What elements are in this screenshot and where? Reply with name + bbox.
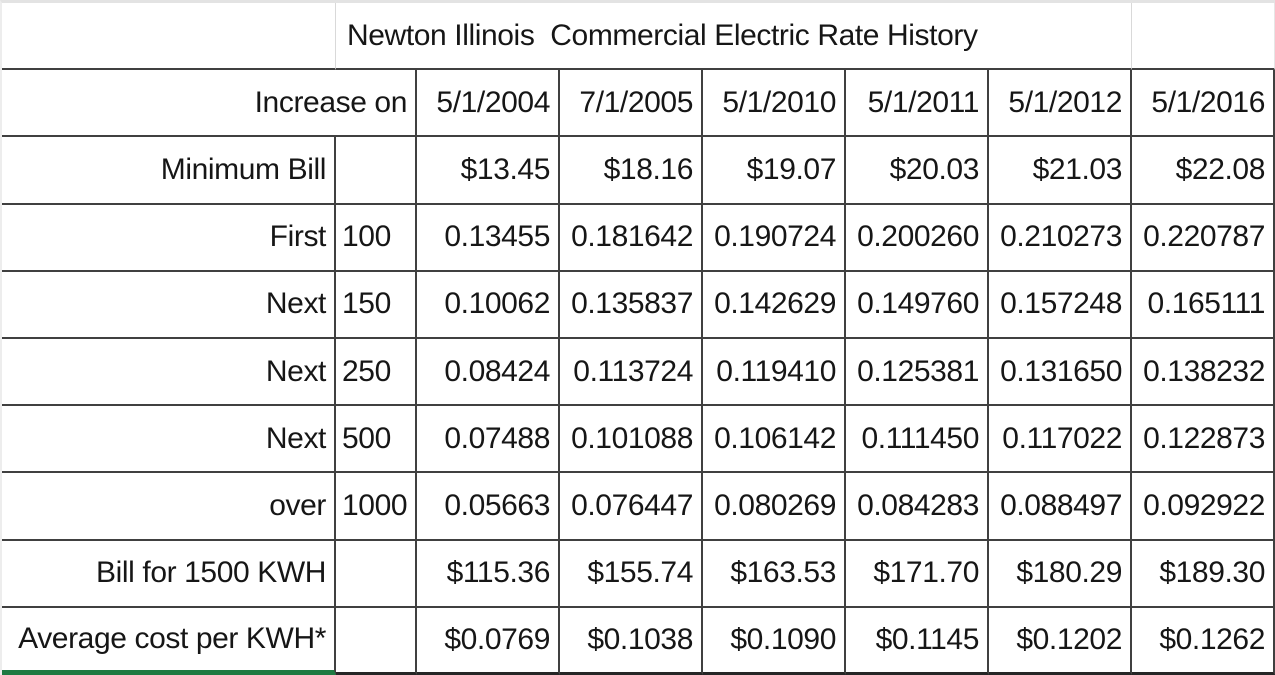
tier-cell[interactable] [336, 540, 417, 608]
value-cell[interactable]: 0.07488 [417, 406, 560, 474]
row-label-cell[interactable]: Bill for 1500 KWH [2, 540, 336, 608]
value-cell[interactable]: 0.084283 [846, 473, 989, 541]
value-cell[interactable]: $171.70 [846, 540, 989, 608]
column-header-date[interactable]: 5/1/2004 [417, 70, 560, 138]
value-cell[interactable]: 0.088497 [989, 473, 1132, 541]
column-header-date[interactable]: 5/1/2011 [846, 70, 989, 138]
tier-cell[interactable]: 250 [336, 338, 417, 407]
tier-cell[interactable]: 100 [336, 204, 417, 272]
value-cell[interactable]: 0.135837 [560, 271, 703, 339]
value-cell[interactable]: $0.1038 [560, 607, 703, 675]
value-cell[interactable]: 0.113724 [560, 338, 703, 407]
table-title[interactable]: Newton Illinois Commercial Electric Rate… [336, 3, 1132, 71]
value-cell[interactable]: 0.165111 [1132, 271, 1275, 339]
tier-cell[interactable]: 150 [336, 271, 417, 339]
value-cell[interactable]: 0.210273 [989, 204, 1132, 272]
value-cell[interactable]: 0.117022 [989, 406, 1132, 474]
row-label-cell[interactable]: Next [2, 271, 336, 339]
row-label-cell[interactable]: Next [2, 338, 336, 407]
value-cell[interactable]: 0.08424 [417, 338, 560, 407]
value-cell[interactable]: 0.220787 [1132, 204, 1275, 272]
value-cell[interactable]: $189.30 [1132, 540, 1275, 608]
blank-cell[interactable] [2, 3, 336, 71]
header-increase-on[interactable]: Increase on [2, 70, 417, 138]
value-cell[interactable]: 0.142629 [703, 271, 846, 339]
value-cell[interactable]: $13.45 [417, 137, 560, 205]
value-cell[interactable]: $163.53 [703, 540, 846, 608]
value-cell[interactable]: 0.200260 [846, 204, 989, 272]
value-cell[interactable]: 0.138232 [1132, 338, 1275, 407]
value-cell[interactable]: $20.03 [846, 137, 989, 205]
value-cell[interactable]: 0.101088 [560, 406, 703, 474]
value-cell[interactable]: 0.106142 [703, 406, 846, 474]
value-cell[interactable]: $22.08 [1132, 137, 1275, 205]
column-header-date[interactable]: 5/1/2016 [1132, 70, 1275, 138]
value-cell[interactable]: 0.125381 [846, 338, 989, 407]
value-cell[interactable]: $180.29 [989, 540, 1132, 608]
value-cell[interactable]: $21.03 [989, 137, 1132, 205]
value-cell[interactable]: 0.111450 [846, 406, 989, 474]
tier-cell[interactable]: 500 [336, 406, 417, 474]
value-cell[interactable]: 0.092922 [1132, 473, 1275, 541]
value-cell[interactable]: $19.07 [703, 137, 846, 205]
value-cell[interactable]: 0.076447 [560, 473, 703, 541]
value-cell[interactable]: $0.1202 [989, 607, 1132, 675]
value-cell[interactable]: $0.1090 [703, 607, 846, 675]
tier-cell[interactable]: 1000 [336, 473, 417, 541]
blank-cell[interactable] [1132, 3, 1275, 71]
value-cell[interactable]: 0.080269 [703, 473, 846, 541]
tier-cell[interactable] [336, 607, 417, 675]
column-header-date[interactable]: 7/1/2005 [560, 70, 703, 138]
value-cell[interactable]: 0.157248 [989, 271, 1132, 339]
row-label-cell[interactable]: First [2, 204, 336, 272]
value-cell[interactable]: 0.181642 [560, 204, 703, 272]
value-cell[interactable]: $155.74 [560, 540, 703, 608]
value-cell[interactable]: 0.119410 [703, 338, 846, 407]
row-label-cell[interactable]: over [2, 473, 336, 541]
value-cell[interactable]: $115.36 [417, 540, 560, 608]
value-cell[interactable]: $0.0769 [417, 607, 560, 675]
column-header-date[interactable]: 5/1/2010 [703, 70, 846, 138]
value-cell[interactable]: 0.131650 [989, 338, 1132, 407]
value-cell[interactable]: $18.16 [560, 137, 703, 205]
value-cell[interactable]: 0.149760 [846, 271, 989, 339]
column-header-date[interactable]: 5/1/2012 [989, 70, 1132, 138]
value-cell[interactable]: 0.122873 [1132, 406, 1275, 474]
value-cell[interactable]: 0.05663 [417, 473, 560, 541]
row-label-cell[interactable]: Minimum Bill [2, 137, 336, 205]
value-cell[interactable]: 0.13455 [417, 204, 560, 272]
value-cell[interactable]: $0.1145 [846, 607, 989, 675]
row-label-cell[interactable]: Average cost per KWH* [2, 607, 336, 675]
value-cell[interactable]: $0.1262 [1132, 607, 1275, 675]
row-label-cell[interactable]: Next [2, 406, 336, 474]
tier-cell[interactable] [336, 137, 417, 205]
value-cell[interactable]: 0.190724 [703, 204, 846, 272]
value-cell[interactable]: 0.10062 [417, 271, 560, 339]
